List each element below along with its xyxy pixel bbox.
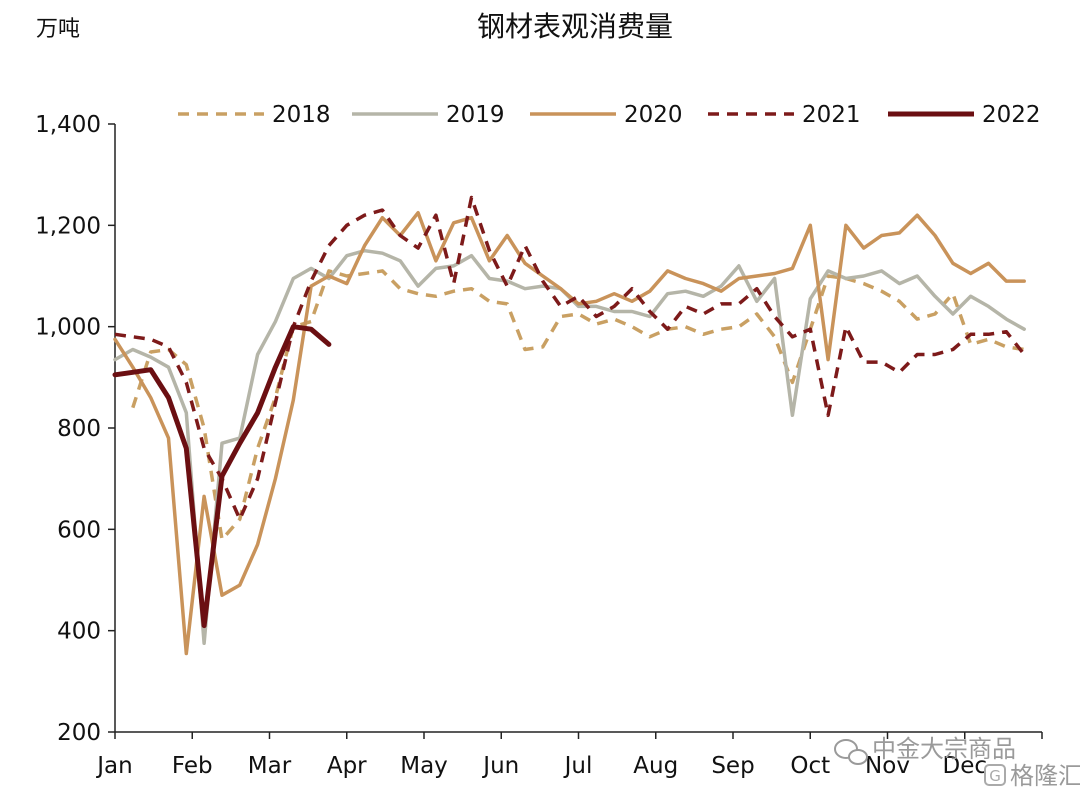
x-tick-label: Jun bbox=[481, 753, 519, 779]
y-tick-label: 600 bbox=[57, 517, 101, 543]
x-tick-label: Jul bbox=[563, 753, 593, 779]
chart-title: 钢材表观消费量 bbox=[477, 10, 673, 43]
x-tick-label: May bbox=[400, 753, 448, 779]
legend-label-2022: 2022 bbox=[982, 102, 1041, 128]
x-tick-label: Aug bbox=[633, 753, 678, 779]
y-tick-label: 1,400 bbox=[35, 112, 101, 138]
watermark-site-text: 格隆汇 bbox=[1010, 762, 1080, 790]
x-tick-label: Sep bbox=[711, 753, 754, 779]
y-axis-unit-label: 万吨 bbox=[36, 17, 80, 42]
x-tick-label: Oct bbox=[790, 753, 830, 779]
y-tick-label: 1,200 bbox=[35, 213, 101, 239]
y-axis: 1,400 1,200 1,000 800 600 400 200 bbox=[35, 112, 116, 746]
series-line-2020 bbox=[113, 210, 1026, 656]
series-line-2019 bbox=[113, 248, 1026, 646]
series-line-2018 bbox=[131, 269, 1025, 542]
series-line-2022 bbox=[112, 324, 332, 629]
y-tick-label: 1,000 bbox=[35, 315, 101, 341]
legend-label-2021: 2021 bbox=[802, 102, 861, 128]
plot-area bbox=[112, 195, 1026, 656]
x-tick-label: Jan bbox=[95, 753, 132, 779]
series-line-2021 bbox=[114, 195, 1026, 521]
x-tick-label: Mar bbox=[248, 753, 292, 779]
y-tick-label: 800 bbox=[57, 416, 101, 442]
x-tick-label: Dec bbox=[942, 753, 987, 779]
watermark: 中金大宗商品 G 格隆汇 bbox=[834, 735, 1080, 790]
svg-text:G: G bbox=[989, 767, 1001, 785]
x-axis: Jan Feb Mar Apr May Jun Jul Aug Sep Oct Nov Dec bbox=[95, 731, 1043, 779]
legend-label-2019: 2019 bbox=[446, 102, 505, 128]
gelonghui-logo-icon: G bbox=[984, 764, 1006, 786]
x-tick-label: Nov bbox=[865, 753, 910, 779]
y-tick-label: 400 bbox=[57, 619, 101, 645]
y-tick-label: 200 bbox=[57, 720, 101, 746]
legend-label-2018: 2018 bbox=[272, 102, 331, 128]
x-tick-label: Feb bbox=[172, 753, 213, 779]
x-tick-label: Apr bbox=[327, 753, 367, 779]
watermark-brand-text: 中金大宗商品 bbox=[872, 735, 1016, 763]
legend-label-2020: 2020 bbox=[624, 102, 683, 128]
legend: 2018 2019 2020 2021 2022 bbox=[178, 102, 1041, 128]
wechat-icon bbox=[834, 739, 868, 765]
